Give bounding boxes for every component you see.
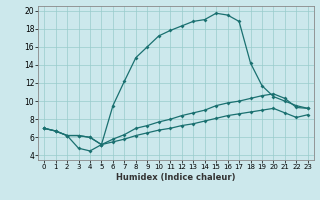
- X-axis label: Humidex (Indice chaleur): Humidex (Indice chaleur): [116, 173, 236, 182]
